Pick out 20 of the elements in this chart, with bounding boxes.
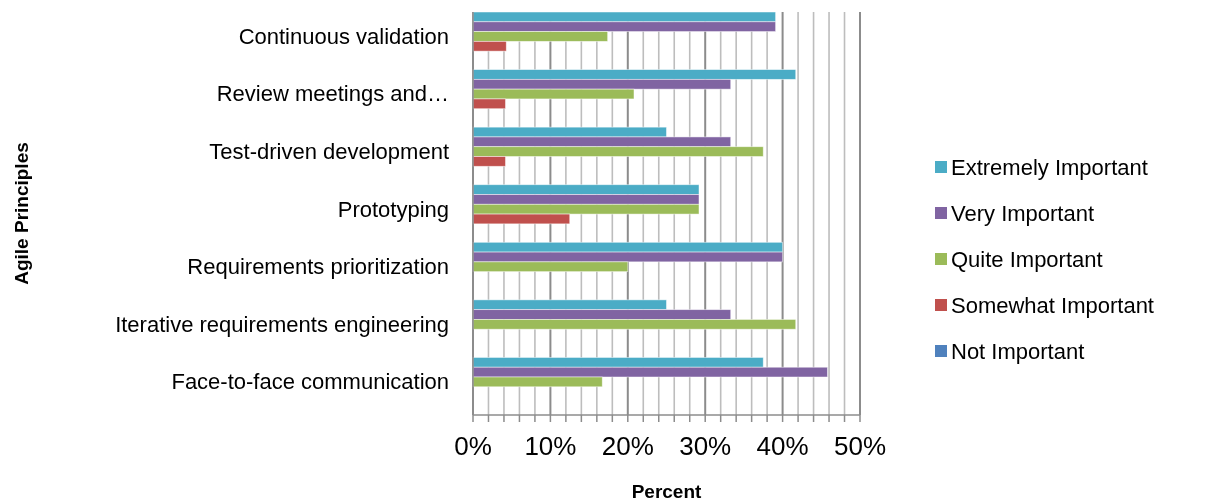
y-tick-label: Requirements prioritization <box>187 254 449 280</box>
x-axis-title: Percent <box>631 481 703 502</box>
legend-label: Somewhat Important <box>951 292 1154 318</box>
y-tick-label: Iterative requirements engineering <box>115 311 449 337</box>
legend-label: Not Important <box>951 338 1085 364</box>
x-tick-label: 0% <box>454 431 492 461</box>
x-tick-label: 10% <box>524 431 577 461</box>
y-tick-label: Face-to-face communication <box>171 369 449 395</box>
y-tick-label: Prototyping <box>337 196 449 222</box>
legend-label: Extremely Important <box>951 154 1148 180</box>
y-tick-label: Review meetings and… <box>216 81 449 107</box>
legend-label: Very Important <box>951 200 1095 226</box>
x-tick-label: 30% <box>679 431 732 461</box>
legend-label: Quite Important <box>951 246 1103 272</box>
x-tick-label: 40% <box>756 431 809 461</box>
y-tick-label: Test-driven development <box>209 139 449 165</box>
y-tick-label: Continuous validation <box>238 23 449 49</box>
x-tick-label: 20% <box>601 431 654 461</box>
y-axis-title: Agile Principles <box>11 142 32 285</box>
x-tick-label: 50% <box>833 431 887 461</box>
